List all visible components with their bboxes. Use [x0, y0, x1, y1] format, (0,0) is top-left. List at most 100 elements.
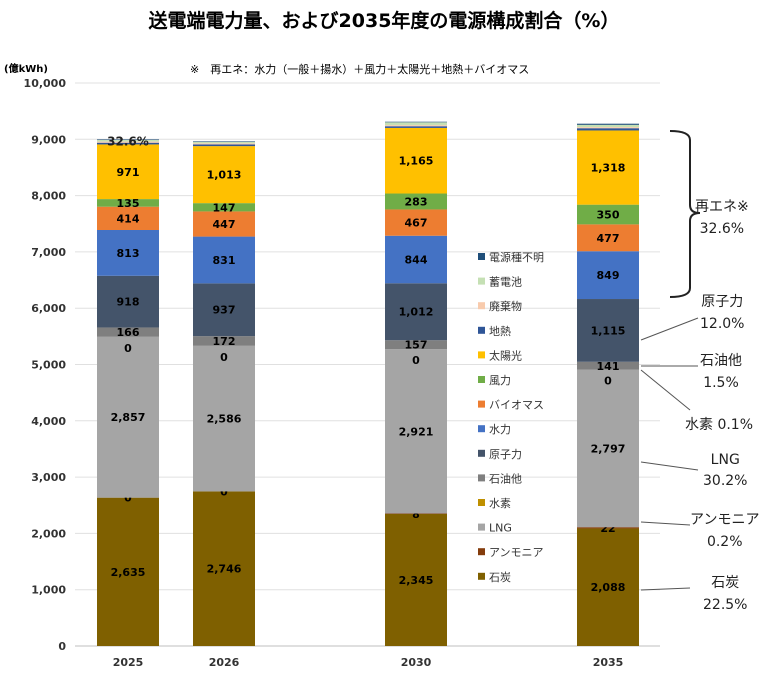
bar-segment — [97, 206, 159, 230]
bar-segment — [193, 144, 255, 147]
y-tick-label: 4,000 — [31, 415, 66, 428]
legend-swatch — [478, 548, 485, 556]
legend-swatch — [478, 302, 485, 310]
bar-segment — [385, 122, 447, 126]
top-label: 32.6% — [107, 134, 149, 148]
legend-swatch — [478, 474, 485, 482]
bar-segment — [193, 336, 255, 346]
data-label: 467 — [405, 217, 428, 230]
x-tick-label: 2026 — [209, 656, 240, 669]
data-label: 918 — [117, 296, 140, 309]
bar-segment — [193, 211, 255, 237]
legend-label: 電源種不明 — [489, 250, 544, 264]
bar-segment — [385, 193, 447, 210]
y-tick-label: 1,000 — [31, 584, 66, 597]
legend-swatch — [478, 425, 485, 433]
bar-segment — [385, 340, 447, 350]
bar-segment — [97, 336, 159, 498]
legend-swatch — [478, 253, 485, 260]
bar-segment — [577, 224, 639, 252]
legend-label: 風力 — [489, 374, 511, 387]
bar-segment — [193, 491, 255, 646]
data-label: 157 — [405, 339, 428, 352]
data-label: 2,857 — [111, 411, 146, 424]
y-axis-unit: (億kWh) — [4, 64, 48, 75]
data-label: 2,797 — [591, 442, 626, 455]
data-label: 1,012 — [399, 306, 434, 319]
share-lng: LNG 30.2% — [703, 452, 748, 489]
bar-segment — [577, 299, 639, 362]
bar-segment — [193, 236, 255, 284]
bar-segment — [193, 141, 255, 144]
bar-segment — [97, 142, 159, 145]
leader-line — [640, 317, 699, 341]
bar-segment — [97, 139, 159, 142]
legend-swatch — [478, 499, 485, 506]
data-label: 414 — [117, 212, 140, 225]
y-tick-label: 9,000 — [31, 133, 66, 146]
share-oil: 石油他 1.5% — [700, 353, 742, 391]
bar-segment — [385, 235, 447, 284]
bar-segment — [193, 146, 255, 204]
data-label: 135 — [117, 197, 140, 210]
bar-segment — [385, 513, 447, 646]
legend-label: アンモニア — [489, 546, 544, 559]
y-tick-label: 6,000 — [31, 302, 66, 315]
share-coal: 石炭 22.5% — [703, 575, 748, 613]
data-label: 0 — [220, 351, 228, 364]
data-label: 350 — [597, 209, 620, 222]
legend-label: 蓄電池 — [489, 276, 522, 289]
data-label: 937 — [213, 304, 236, 317]
bar-segment — [577, 527, 639, 529]
data-label: 477 — [597, 232, 620, 245]
bar-segment — [577, 251, 639, 300]
data-label: 172 — [213, 335, 236, 348]
legend-swatch — [478, 400, 485, 408]
bar-segment — [385, 121, 447, 123]
share-ammonia: アンモニア 0.2% — [690, 512, 760, 550]
legend-label: 廃棄物 — [489, 299, 522, 313]
data-label: 2,586 — [207, 413, 242, 426]
bar-segment — [577, 369, 639, 528]
data-label: 2,921 — [399, 425, 434, 438]
bar-segment — [97, 139, 159, 140]
share-nuclear: 原子力 12.0% — [700, 294, 745, 332]
legend-label: バイオマス — [489, 399, 544, 412]
data-label: 1,013 — [207, 169, 242, 182]
bar-segment — [385, 126, 447, 128]
data-label: 813 — [117, 247, 140, 260]
leader-line — [640, 521, 691, 526]
data-label: 2,635 — [111, 566, 146, 579]
data-label: 0 — [412, 354, 420, 367]
bar-segment — [577, 123, 639, 125]
legend-swatch — [478, 572, 485, 580]
leader-line — [640, 369, 691, 411]
data-label: 831 — [213, 254, 236, 267]
legend-label: 太陽光 — [489, 348, 522, 362]
share-renewable: 再エネ※ 32.6% — [695, 199, 749, 237]
bar-segment — [193, 345, 255, 492]
legend-label: 石炭 — [489, 571, 511, 584]
legend-swatch — [478, 376, 485, 383]
bar-segment — [577, 130, 639, 205]
data-label: 141 — [597, 360, 620, 373]
legend-label: 水力 — [489, 423, 511, 436]
bar-segment — [577, 128, 639, 131]
legend-label: 地熱 — [489, 325, 511, 338]
data-label: 2,345 — [399, 574, 434, 587]
x-tick-label: 2025 — [113, 656, 144, 669]
bar-segment — [193, 283, 255, 337]
data-label: 1,165 — [399, 155, 434, 168]
bar-segment — [97, 327, 159, 337]
legend-swatch — [478, 351, 485, 359]
bar-segment — [577, 361, 639, 370]
data-label: 283 — [405, 195, 428, 208]
bar-segment — [577, 124, 639, 128]
legend-label: 原子力 — [489, 448, 522, 461]
y-tick-label: 10,000 — [24, 77, 67, 90]
data-label: 0 — [124, 342, 132, 355]
bar-segment — [193, 203, 255, 212]
y-tick-label: 7,000 — [31, 246, 66, 259]
data-label: 147 — [213, 201, 236, 214]
y-tick-label: 3,000 — [31, 471, 66, 484]
